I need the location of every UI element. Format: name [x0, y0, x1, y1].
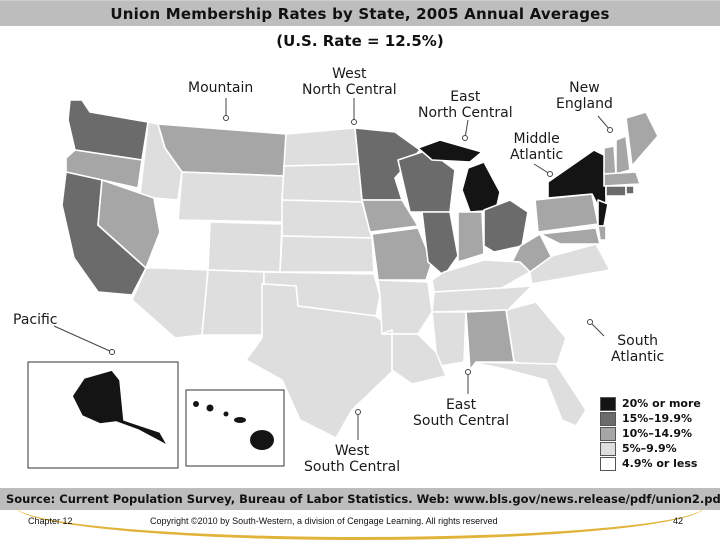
legend-label: 10%–14.9%: [622, 427, 692, 440]
state-hawaii: [193, 401, 274, 450]
map-subtitle: (U.S. Rate = 12.5%): [276, 32, 444, 50]
top-divider: [0, 0, 720, 1]
state-mississippi: [431, 311, 467, 367]
state-rhode-island: [625, 185, 635, 195]
state-illinois: [421, 211, 459, 277]
legend-item: 4.9% or less: [600, 456, 712, 471]
state-texas: [245, 283, 397, 439]
state-south-dakota: [281, 163, 363, 203]
legend-label: 5%–9.9%: [622, 442, 677, 455]
legend-swatch: [600, 456, 616, 471]
state-delaware: [597, 225, 607, 241]
legend-swatch: [600, 411, 616, 426]
footer-copyright: Copyright ©2010 by South-Western, a divi…: [150, 516, 498, 526]
map-title: Union Membership Rates by State, 2005 An…: [0, 1, 720, 26]
state-new-hampshire: [615, 135, 631, 175]
state-colorado: [207, 221, 283, 273]
legend-swatch: [600, 396, 616, 411]
footer-chapter: Chapter 12: [28, 516, 73, 526]
state-wyoming: [177, 171, 285, 223]
state-arizona: [131, 267, 209, 339]
legend-swatch: [600, 441, 616, 456]
legend-item: 15%–19.9%: [600, 411, 712, 426]
legend: 20% or more 15%–19.9% 10%–14.9% 5%–9.9% …: [600, 396, 712, 471]
state-louisiana: [381, 329, 447, 385]
state-north-carolina: [507, 269, 613, 311]
state-alabama: [465, 309, 515, 371]
state-new-york: [547, 149, 607, 223]
state-nevada: [97, 179, 161, 269]
legend-item: 10%–14.9%: [600, 426, 712, 441]
footer-decoration: [15, 506, 705, 540]
hawaii-inset-frame: [185, 389, 285, 467]
state-missouri: [371, 227, 433, 281]
legend-label: 15%–19.9%: [622, 412, 692, 425]
state-connecticut: [605, 185, 627, 197]
state-indiana: [457, 211, 485, 263]
region-label-south-atlantic: South Atlantic: [611, 333, 665, 365]
region-pointers: [53, 98, 613, 440]
state-michigan: [461, 161, 501, 213]
region-label-new-england: New England: [556, 80, 613, 112]
state-new-mexico: [201, 269, 265, 336]
state-alaska: [71, 369, 169, 447]
legend-swatch: [600, 426, 616, 441]
legend-item: 5%–9.9%: [600, 441, 712, 456]
state-arkansas: [377, 279, 433, 335]
alaska-inset-frame: [27, 361, 179, 469]
footer-page-number: 42: [673, 516, 684, 526]
state-pennsylvania: [534, 193, 599, 233]
state-florida: [469, 361, 587, 427]
state-kansas: [279, 235, 375, 273]
state-nebraska: [281, 199, 373, 239]
legend-label: 20% or more: [622, 397, 701, 410]
region-label-east-north-central: East North Central: [418, 89, 513, 121]
region-label-middle-atlantic: Middle Atlantic: [510, 131, 564, 163]
state-north-dakota: [283, 127, 361, 167]
region-label-west-south-central: West South Central: [304, 443, 401, 475]
state-maine: [625, 111, 659, 167]
legend-label: 4.9% or less: [622, 457, 698, 470]
legend-item: 20% or more: [600, 396, 712, 411]
state-massachusetts: [603, 171, 641, 187]
state-vermont: [603, 145, 617, 175]
region-label-mountain: Mountain: [188, 80, 254, 96]
region-label-west-north-central: West North Central: [302, 66, 397, 98]
region-label-east-south-central: East South Central: [413, 397, 510, 429]
state-michigan-upper: [417, 139, 483, 163]
region-label-pacific: Pacific: [13, 312, 58, 328]
state-ohio: [483, 199, 529, 253]
source-note: Source: Current Population Survey, Burea…: [0, 488, 720, 510]
state-iowa: [361, 199, 419, 233]
state-washington: [67, 99, 149, 161]
state-maryland: [539, 227, 601, 245]
